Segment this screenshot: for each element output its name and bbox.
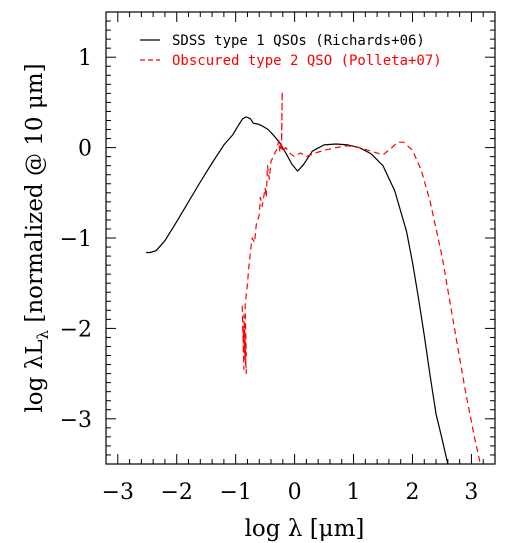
plot-area [146, 90, 481, 464]
y-tick-label: 1 [78, 46, 92, 71]
x-tick-label: −3 [102, 480, 134, 505]
x-axis-label: log λ [μm] [245, 516, 365, 542]
legend-label: SDSS type 1 QSOs (Richards+06) [172, 33, 425, 49]
y-tick-label: −1 [60, 227, 92, 252]
plot-frame [105, 11, 496, 465]
x-tick-label: −2 [161, 480, 193, 505]
series-line-type1-qso [146, 116, 449, 464]
x-tick-label: 2 [405, 480, 419, 505]
y-tick-label: −3 [60, 408, 92, 433]
series-line-type2-qso [241, 90, 481, 464]
x-tick-label: −1 [219, 480, 251, 505]
series-group [146, 90, 481, 464]
axis-labels: −3 −2 −1 0 1 2 3 1 0 −1 −2 −3 log λ [μm] log λLλ [nor… [22, 46, 478, 542]
y-axis-label: log λLλ [normalized @ 10 μm] [22, 63, 52, 412]
x-tick-label: 0 [288, 480, 302, 505]
legend-label: Obscured type 2 QSO (Polleta+07) [172, 53, 442, 69]
y-tick-label: −2 [60, 317, 92, 342]
axes [105, 11, 496, 465]
x-tick-label: 1 [347, 480, 361, 505]
legend: SDSS type 1 QSOs (Richards+06) Obscured t… [140, 33, 442, 69]
x-tick-label: 3 [464, 480, 478, 505]
y-tick-label: 0 [78, 137, 92, 162]
